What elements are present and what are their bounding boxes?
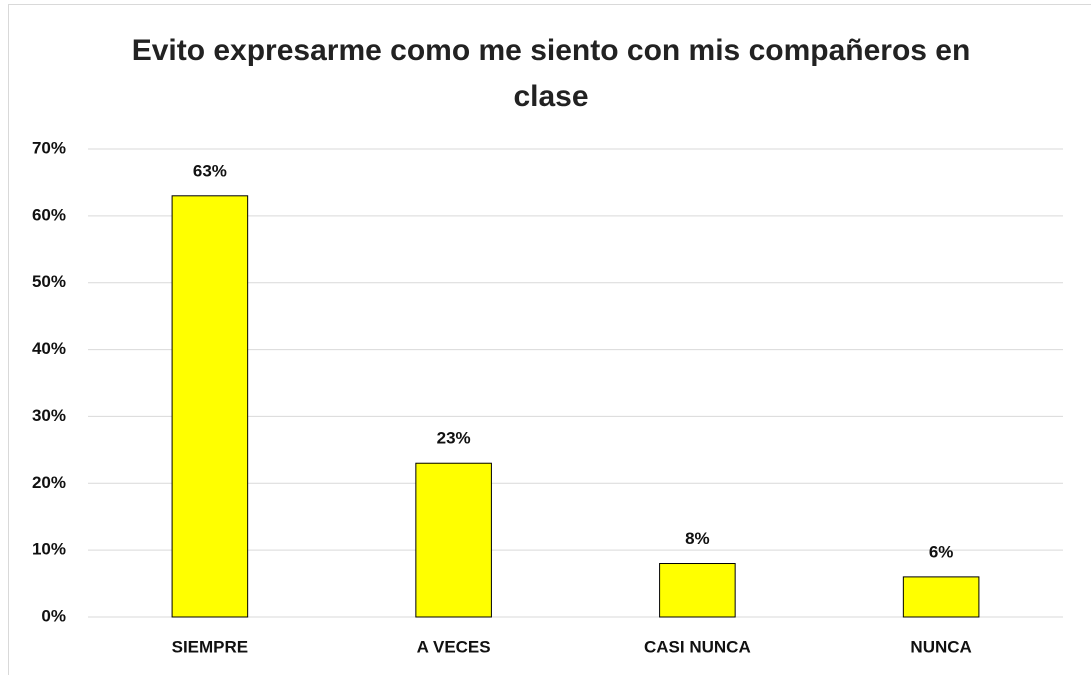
bar xyxy=(171,195,249,618)
x-tick-label: SIEMPRE xyxy=(172,637,249,656)
y-tick-label: 60% xyxy=(32,205,66,224)
data-label: 8% xyxy=(685,529,710,548)
y-tick-label: 40% xyxy=(32,339,66,358)
y-tick-label: 0% xyxy=(41,606,66,625)
chart-title: Evito expresarme como me siento con mis … xyxy=(131,34,971,113)
data-label: 23% xyxy=(437,429,471,448)
bar xyxy=(415,462,492,618)
bar xyxy=(659,563,736,618)
bar xyxy=(902,576,980,618)
y-tick-label: 70% xyxy=(32,138,66,157)
y-tick-label: 20% xyxy=(32,473,66,492)
data-label: 63% xyxy=(193,161,227,180)
x-tick-label: CASI NUNCA xyxy=(644,637,751,656)
x-tick-label: NUNCA xyxy=(910,637,971,656)
y-tick-label: 30% xyxy=(32,406,66,425)
y-tick-label: 10% xyxy=(32,540,66,559)
data-label: 6% xyxy=(929,542,954,561)
chart-border xyxy=(8,4,1091,675)
y-tick-label: 50% xyxy=(32,272,66,291)
x-tick-label: A VECES xyxy=(417,637,491,656)
